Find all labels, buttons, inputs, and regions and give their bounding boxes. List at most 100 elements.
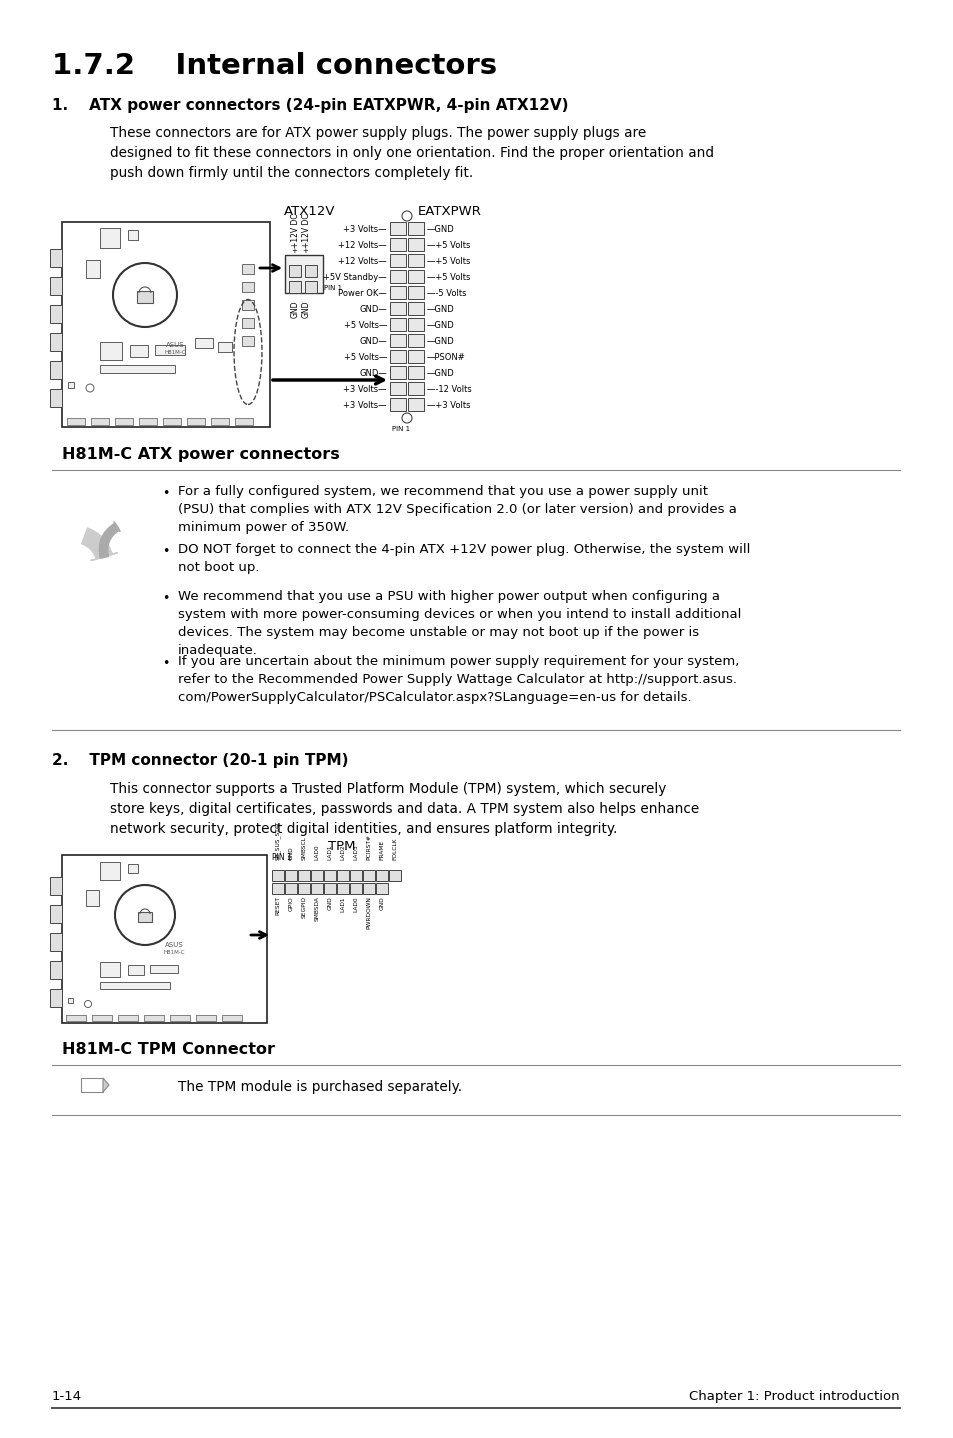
Text: GND—: GND— [359, 336, 387, 347]
Text: 2.    TPM connector (20-1 pin TPM): 2. TPM connector (20-1 pin TPM) [52, 754, 348, 768]
Text: •: • [162, 657, 170, 670]
Bar [86, 260, 100, 278]
Text: PIN 1: PIN 1 [272, 853, 292, 861]
Bar [311, 870, 323, 881]
Bar [66, 1015, 86, 1021]
Text: —-12 Volts: —-12 Volts [427, 385, 471, 394]
Bar [390, 367, 406, 380]
Bar [137, 290, 152, 303]
Bar [390, 221, 406, 234]
Bar [139, 418, 157, 426]
Text: PCIRST#: PCIRST# [366, 834, 371, 860]
Text: GND—: GND— [359, 370, 387, 378]
Text: +12 Volts—: +12 Volts— [338, 242, 387, 250]
Text: LAD1: LAD1 [340, 896, 345, 912]
Bar [408, 302, 423, 315]
Bar [390, 349, 406, 362]
Text: LAD0: LAD0 [314, 844, 319, 860]
Bar [389, 870, 400, 881]
Bar [50, 933, 62, 951]
Text: GND: GND [379, 896, 384, 910]
Text: ATX12V: ATX12V [284, 206, 335, 219]
Text: GND: GND [291, 301, 299, 318]
Text: •: • [162, 592, 170, 605]
Bar [285, 883, 296, 894]
Bar [363, 883, 375, 894]
Text: —GND: —GND [427, 305, 455, 313]
Text: H81M-C: H81M-C [164, 351, 186, 355]
Bar [408, 286, 423, 299]
Text: SEGPIO: SEGPIO [301, 896, 306, 917]
Bar [272, 870, 284, 881]
Bar [68, 998, 73, 1002]
Bar [115, 418, 132, 426]
Bar [62, 221, 270, 427]
Bar [350, 883, 361, 894]
Bar [91, 418, 109, 426]
Text: Power OK—: Power OK— [338, 289, 387, 298]
Bar [408, 270, 423, 283]
Text: +3 Volts—: +3 Volts— [343, 401, 387, 410]
Text: The TPM module is purchased separately.: The TPM module is purchased separately. [178, 1080, 461, 1094]
Text: LAD2: LAD2 [340, 844, 345, 860]
Bar [375, 870, 388, 881]
Bar [297, 883, 310, 894]
Text: —-5 Volts: —-5 Volts [427, 289, 466, 298]
Bar [390, 318, 406, 331]
Text: FRAME: FRAME [379, 840, 384, 860]
Bar [50, 961, 62, 979]
Text: ASUS: ASUS [165, 942, 183, 948]
Text: SMBSDA: SMBSDA [314, 896, 319, 920]
Bar [50, 877, 62, 894]
Bar [218, 342, 232, 352]
Bar [305, 280, 316, 293]
Text: —GND: —GND [427, 370, 455, 378]
Text: EATXPWR: EATXPWR [417, 206, 481, 219]
Text: GND: GND [327, 896, 333, 910]
Text: FOLCLK: FOLCLK [392, 837, 397, 860]
Text: •: • [162, 487, 170, 500]
Bar [242, 301, 253, 311]
Bar [50, 989, 62, 1007]
Bar [324, 870, 335, 881]
Bar [222, 1015, 242, 1021]
Bar [408, 221, 423, 234]
Bar [289, 280, 301, 293]
Text: +: + [291, 247, 296, 255]
Bar [289, 265, 301, 278]
Bar [81, 1078, 103, 1091]
Text: GND: GND [302, 301, 311, 318]
Text: DO NOT forget to connect the 4-pin ATX +12V power plug. Otherwise, the system wi: DO NOT forget to connect the 4-pin ATX +… [178, 544, 750, 574]
Bar [375, 883, 388, 894]
Text: GND: GND [288, 847, 294, 860]
Bar [408, 383, 423, 395]
Text: +5V Standby—: +5V Standby— [323, 273, 387, 282]
Text: We recommend that you use a PSU with higher power output when configuring a
syst: We recommend that you use a PSU with hig… [178, 590, 740, 657]
Text: LAD3: LAD3 [354, 844, 358, 860]
Bar [50, 278, 62, 295]
Bar [363, 870, 375, 881]
Bar [100, 982, 170, 989]
Bar [144, 1015, 164, 1021]
Text: —+5 Volts: —+5 Volts [427, 257, 470, 266]
Text: H81M-C: H81M-C [163, 951, 185, 955]
Bar [100, 861, 120, 880]
Bar [408, 255, 423, 267]
Bar [297, 870, 310, 881]
Bar [100, 962, 120, 976]
Bar [408, 334, 423, 347]
Bar [390, 239, 406, 252]
Text: +5 Volts—: +5 Volts— [343, 321, 387, 329]
Text: +5 Volts—: +5 Volts— [343, 352, 387, 362]
Bar [50, 334, 62, 351]
Bar [187, 418, 205, 426]
FancyArrowPatch shape [99, 522, 120, 558]
Bar [272, 883, 284, 894]
Bar [285, 870, 296, 881]
Bar [62, 856, 267, 1022]
Text: LAD0: LAD0 [354, 896, 358, 912]
Text: PWRDOWN: PWRDOWN [366, 896, 371, 929]
Text: —+5 Volts: —+5 Volts [427, 242, 470, 250]
Bar [408, 239, 423, 252]
Bar [86, 890, 99, 906]
